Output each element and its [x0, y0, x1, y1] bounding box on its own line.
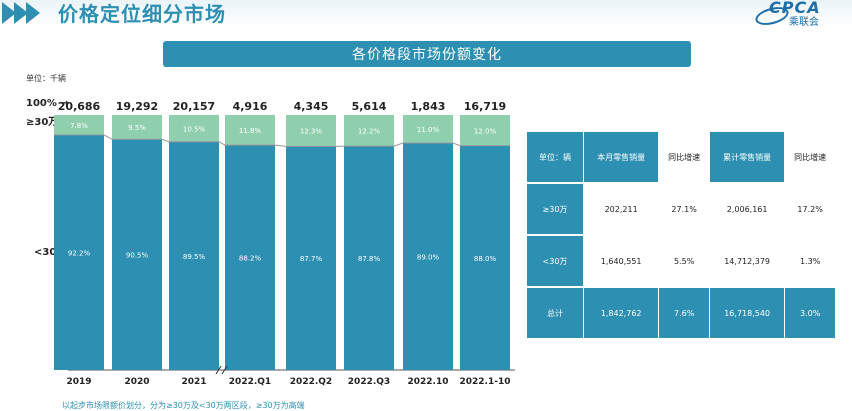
data-label-upper: 10.5% — [183, 125, 206, 133]
table-cell: 27.1% — [658, 183, 710, 236]
x-tick-label: 2022.10 — [408, 377, 449, 387]
table-cell: 5.5% — [658, 235, 710, 288]
bar-lower-segment — [460, 145, 510, 370]
table-header-row: 单位：辆 本月零售销量 同比增速 累计零售销量 同比增速 — [527, 132, 836, 184]
bar-lower-segment — [54, 134, 104, 370]
table-cell: 3.0% — [784, 287, 836, 340]
table-cell: 16,718,540 — [709, 287, 786, 340]
unit-label: 单位：千辆 — [26, 74, 66, 83]
table-header-cell: 同比增速 — [658, 132, 710, 184]
table-cell: 1.3% — [784, 235, 836, 288]
x-tick-label: 2022.1-10 — [460, 377, 511, 387]
table-row: <30万 1,640,551 5.5% 14,712,379 1.3% — [527, 235, 836, 288]
bar-lower-segment — [112, 139, 162, 370]
total-label: 5,614 — [352, 100, 387, 113]
table-cell: 7.6% — [658, 287, 710, 340]
cpca-logo: CPCA 乘联会 — [753, 0, 835, 29]
total-label: 4,345 — [294, 100, 329, 113]
table-cell: ≥30万 — [527, 183, 584, 236]
table-header-cell: 同比增速 — [784, 132, 836, 184]
table-cell: 202,211 — [583, 183, 660, 236]
share-boundary-line — [54, 134, 510, 147]
data-label-upper: 9.5% — [128, 124, 146, 132]
bar-upper-segment — [54, 115, 104, 135]
bar-lower-segment — [225, 145, 275, 370]
x-tick-label: 2019 — [66, 377, 91, 387]
bar-upper-segment — [460, 115, 510, 146]
total-label: 1,843 — [411, 100, 446, 113]
table-cell: 14,712,379 — [709, 235, 786, 288]
data-label-lower: 87.8% — [358, 255, 381, 263]
data-label-upper: 12.2% — [358, 128, 381, 136]
data-label-lower: 87.7% — [300, 255, 323, 263]
y-label-100: 100% → — [26, 98, 69, 109]
data-label-lower: 88.0% — [474, 255, 497, 263]
bar-upper-segment — [112, 115, 162, 140]
data-label-lower: 89.5% — [183, 253, 206, 261]
bar-lower-segment — [403, 143, 453, 370]
table-row: ≥30万 202,211 27.1% 2,006,161 17.2% — [527, 183, 836, 236]
total-label: 16,719 — [464, 100, 506, 113]
table-header-cell: 本月零售销量 — [583, 132, 660, 184]
data-label-lower: 88.2% — [239, 255, 262, 263]
x-tick-label: 2022.Q1 — [229, 377, 271, 387]
data-label-upper: 11.0% — [417, 126, 440, 134]
bar-lower-segment — [169, 141, 219, 370]
bar-upper-segment — [169, 115, 219, 142]
y-label-lower: <30万 — [34, 247, 67, 258]
bar-upper-segment — [225, 115, 275, 146]
table-cell: <30万 — [527, 235, 584, 288]
logo-caption: 乘联会 — [789, 17, 819, 28]
data-label-lower: 92.2% — [68, 249, 91, 257]
bar-lower-segment — [286, 146, 336, 370]
table-cell: 17.2% — [784, 183, 836, 236]
bar-upper-segment — [344, 115, 394, 147]
table-cell: 1,842,762 — [583, 287, 660, 340]
table-header-cell: 累计零售销量 — [709, 132, 786, 184]
axis-break-mark — [221, 365, 228, 375]
total-label: 4,916 — [233, 100, 268, 113]
total-label: 20,686 — [58, 100, 101, 113]
bar-lower-segment — [344, 146, 394, 370]
table-row: 总计 1,842,762 7.6% 16,718,540 3.0% — [527, 287, 836, 340]
y-label-upper: ≥30万 — [26, 117, 59, 128]
table-cell: 总计 — [527, 287, 584, 340]
x-tick-label: 2022.Q3 — [348, 377, 390, 387]
axis-break-mark — [215, 365, 222, 375]
bar-upper-segment — [286, 115, 336, 147]
table-cell: 2,006,161 — [709, 183, 786, 236]
data-label-lower: 90.5% — [126, 252, 149, 260]
data-label-lower: 89.0% — [417, 254, 440, 262]
x-tick-label: 2022.Q2 — [290, 377, 332, 387]
table-header-cell: 单位：辆 — [527, 132, 584, 184]
chevron-icon — [2, 2, 40, 24]
header-band — [0, 0, 852, 26]
data-label-upper: 12.0% — [474, 127, 497, 135]
x-tick-label: 2020 — [124, 377, 149, 387]
data-label-upper: 12.3% — [300, 128, 323, 136]
x-tick-label: 2021 — [181, 377, 206, 387]
total-label: 19,292 — [116, 100, 158, 113]
chart-title-banner: 各价格段市场份额变化 — [163, 41, 691, 67]
data-label-upper: 7.8% — [70, 122, 88, 130]
table-cell: 1,640,551 — [583, 235, 660, 288]
sales-table: 单位：辆 本月零售销量 同比增速 累计零售销量 同比增速 ≥30万 202,21… — [527, 132, 836, 340]
logo-text: CPCA — [769, 0, 821, 17]
data-label-upper: 11.8% — [239, 127, 262, 135]
footnote: 以起步市场限额价划分，分为≥30万及<30万两区段，≥30万为高端 — [62, 401, 305, 410]
total-label: 20,157 — [173, 100, 215, 113]
page-title: 价格定位细分市场 — [58, 2, 226, 26]
bar-upper-segment — [403, 115, 453, 144]
